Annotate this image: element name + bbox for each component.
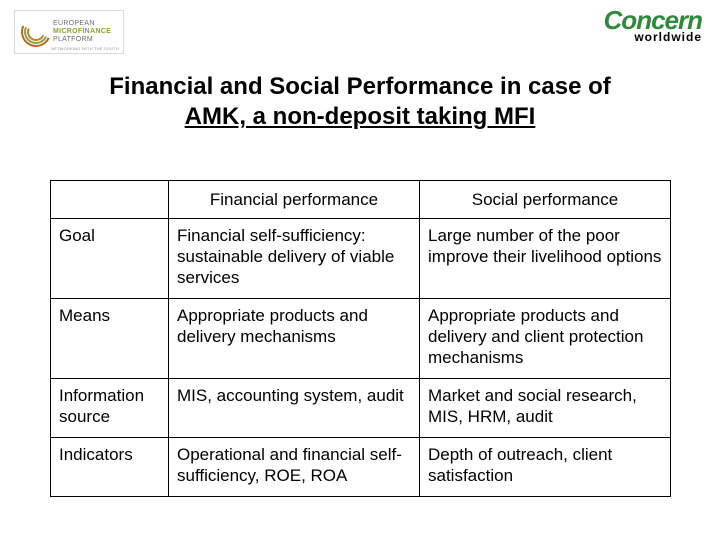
col-header-social: Social performance xyxy=(420,181,671,219)
row-label: Goal xyxy=(51,219,169,299)
logo-left-line3: PLATFORM xyxy=(53,36,111,44)
logo-european-microfinance-platform: EUROPEAN MICROFINANCE PLATFORM NETWORKIN… xyxy=(14,10,124,54)
performance-table: Financial performance Social performance… xyxy=(50,180,671,497)
logo-concern-worldwide: Concern worldwide xyxy=(604,8,702,44)
cell-social: Large number of the poor improve their l… xyxy=(420,219,671,299)
cell-social: Depth of outreach, client satisfaction xyxy=(420,438,671,497)
cell-financial: Appropriate products and delivery mechan… xyxy=(169,299,420,379)
title-line-2: AMK, a non-deposit taking MFI xyxy=(185,103,536,130)
row-label: Information source xyxy=(51,379,169,438)
col-header-financial: Financial performance xyxy=(169,181,420,219)
cell-social: Market and social research, MIS, HRM, au… xyxy=(420,379,671,438)
table-header-row: Financial performance Social performance xyxy=(51,181,671,219)
cell-financial: Financial self-sufficiency: sustainable … xyxy=(169,219,420,299)
table-row: Information source MIS, accounting syste… xyxy=(51,379,671,438)
logo-right-name: Concern xyxy=(604,8,702,32)
slide: EUROPEAN MICROFINANCE PLATFORM NETWORKIN… xyxy=(0,0,720,540)
logo-left-subtitle: NETWORKING WITH THE SOUTH xyxy=(51,46,119,51)
logo-left-text: EUROPEAN MICROFINANCE PLATFORM xyxy=(53,20,111,44)
title-line-1: Financial and Social Performance in case… xyxy=(0,72,720,102)
table-row: Means Appropriate products and delivery … xyxy=(51,299,671,379)
logo-left-line1: EUROPEAN xyxy=(53,20,111,28)
arcs-icon xyxy=(19,17,49,47)
slide-title: Financial and Social Performance in case… xyxy=(0,72,720,132)
cell-social: Appropriate products and delivery and cl… xyxy=(420,299,671,379)
col-header-blank xyxy=(51,181,169,219)
logo-left-line2: MICROFINANCE xyxy=(53,28,111,36)
table-row: Goal Financial self-sufficiency: sustain… xyxy=(51,219,671,299)
row-label: Indicators xyxy=(51,438,169,497)
cell-financial: MIS, accounting system, audit xyxy=(169,379,420,438)
table-row: Indicators Operational and financial sel… xyxy=(51,438,671,497)
row-label: Means xyxy=(51,299,169,379)
cell-financial: Operational and financial self-sufficien… xyxy=(169,438,420,497)
